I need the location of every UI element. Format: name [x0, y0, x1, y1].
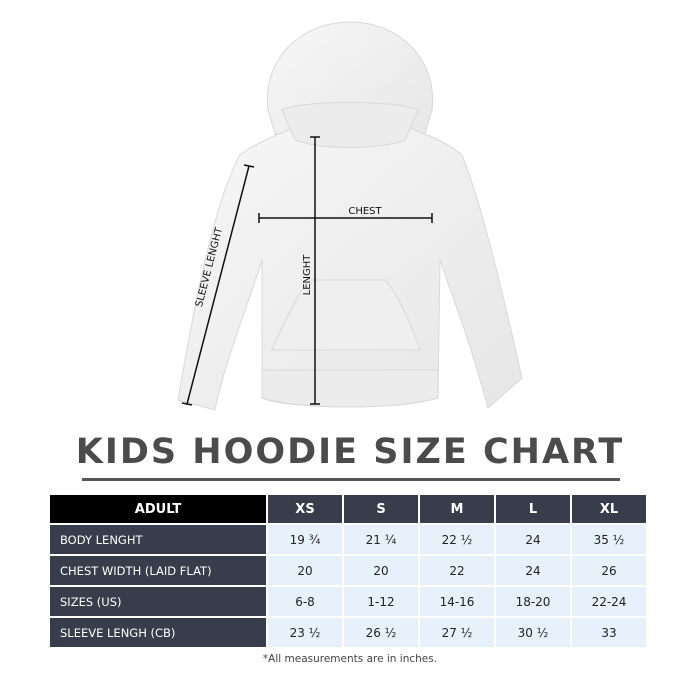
title-underline [82, 478, 620, 481]
table-cell: 20 [344, 556, 418, 585]
table-cell: 27 ½ [420, 618, 494, 647]
hoodie-image [177, 21, 523, 411]
header-l: L [496, 495, 570, 523]
table-cell: 35 ½ [572, 525, 646, 554]
header-adult: ADULT [50, 495, 266, 523]
sleeve-line [186, 165, 250, 405]
chest-label: CHEST [348, 206, 382, 217]
table-row: BODY LENGHT 19 ¾ 21 ¼ 22 ½ 24 35 ½ [50, 525, 646, 554]
table-cell: 22 [420, 556, 494, 585]
table-cell: 26 [572, 556, 646, 585]
table-cell: 21 ¼ [344, 525, 418, 554]
table-cell: 26 ½ [344, 618, 418, 647]
table-cell: 22-24 [572, 587, 646, 616]
table-cell: 33 [572, 618, 646, 647]
row-label: SLEEVE LENGH (CB) [50, 618, 266, 647]
table-row: SIZES (US) 6-8 1-12 14-16 18-20 22-24 [50, 587, 646, 616]
measurement-note: *All measurements are in inches. [262, 653, 438, 665]
header-m: M [420, 495, 494, 523]
table-cell: 18-20 [496, 587, 570, 616]
table-cell: 1-12 [344, 587, 418, 616]
page-title: KIDS HOODIE SIZE CHART [75, 432, 625, 472]
table-cell: 14-16 [420, 587, 494, 616]
row-label: BODY LENGHT [50, 525, 266, 554]
table-header-row: ADULT XS S M L XL [50, 495, 646, 523]
row-label: SIZES (US) [50, 587, 266, 616]
table-cell: 23 ½ [268, 618, 342, 647]
header-s: S [344, 495, 418, 523]
length-label: LENGHT [302, 254, 313, 296]
table-cell: 24 [496, 556, 570, 585]
header-xs: XS [268, 495, 342, 523]
header-xl: XL [572, 495, 646, 523]
table-row: CHEST WIDTH (LAID FLAT) 20 20 22 24 26 [50, 556, 646, 585]
row-label: CHEST WIDTH (LAID FLAT) [50, 556, 266, 585]
measurement-lines [181, 136, 433, 406]
table-cell: 22 ½ [420, 525, 494, 554]
table-cell: 30 ½ [496, 618, 570, 647]
table-cell: 24 [496, 525, 570, 554]
table-cell: 6-8 [268, 587, 342, 616]
table-cell: 20 [268, 556, 342, 585]
table-cell: 19 ¾ [268, 525, 342, 554]
size-chart-table: ADULT XS S M L XL BODY LENGHT 19 ¾ 21 ¼ 22 … [48, 493, 648, 649]
hoodie-diagram: CHEST LENGHT SLEEVE LENGHT [177, 21, 523, 411]
table-row: SLEEVE LENGH (CB) 23 ½ 26 ½ 27 ½ 30 ½ 33 [50, 618, 646, 647]
